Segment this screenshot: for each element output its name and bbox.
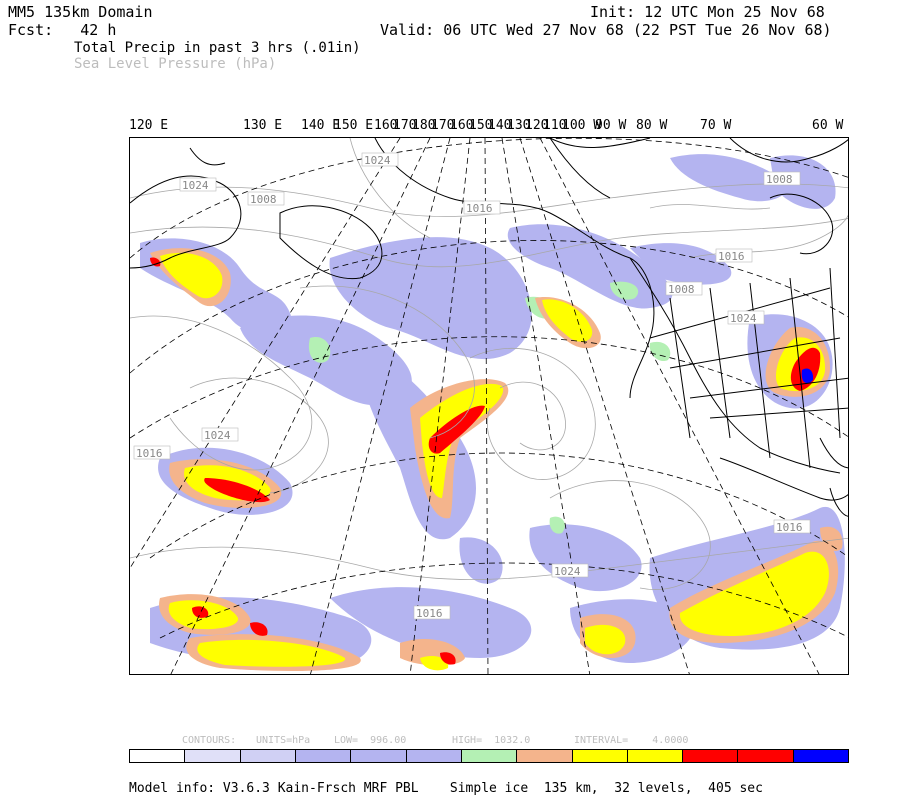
colorbar-swatch [295, 750, 352, 762]
isobar-label: 1016 [466, 202, 493, 215]
contours-high: HIGH= 1032.0 [452, 735, 531, 746]
longitude-label: 100 W [562, 118, 602, 133]
model-info: Model info: V3.6.3 Kain-Frsch MRF PBL Si… [129, 781, 763, 796]
contours-low: LOW= 996.00 [334, 735, 407, 746]
colorbar-swatch [683, 750, 739, 762]
precip-blue [801, 368, 814, 384]
longitude-label: 120 [525, 118, 549, 133]
isobar-label: 1008 [250, 193, 277, 206]
contours-label: CONTOURS: [182, 735, 237, 746]
longitude-label: 170 [393, 118, 417, 133]
forecast-hour: Fcst: 42 h [8, 21, 117, 39]
latlon-grid [130, 138, 848, 674]
longitude-label: 120 E [129, 118, 169, 133]
contours-interval: INTERVAL= 4.0000 [574, 735, 689, 746]
longitude-label: 150 E [334, 118, 374, 133]
contours-units: UNITS=hPa [256, 735, 311, 746]
colorbar-swatch [793, 750, 849, 762]
precip-colorbar [129, 749, 849, 763]
longitude-label: 90 W [595, 118, 627, 133]
longitude-label: 170 [431, 118, 455, 133]
isobar-label: 1016 [776, 521, 803, 534]
isobar-label: 1024 [364, 154, 391, 167]
longitude-label: 140 E [301, 118, 341, 133]
field-precip: Total Precip in past 3 hrs (.01in) [74, 40, 361, 56]
isobar-label: 1024 [730, 312, 757, 325]
colorbar-swatch [351, 750, 407, 762]
longitude-label: 160 [450, 118, 474, 133]
longitude-label: 140 [488, 118, 512, 133]
longitude-label: 70 W [700, 118, 732, 133]
longitude-label: 130 E [243, 118, 283, 133]
colorbar-swatch [461, 750, 518, 762]
colorbar-swatch [517, 750, 573, 762]
map-svg: 1024 1024 1008 1016 1008 1016 1008 1024 … [130, 138, 848, 674]
longitude-label: 80 W [636, 118, 668, 133]
colorbar-swatch [627, 750, 684, 762]
weather-map: 1024 1024 1008 1016 1008 1016 1008 1024 … [129, 137, 849, 675]
longitude-label: 150 [469, 118, 493, 133]
longitude-label: 130 [507, 118, 531, 133]
isobar-label: 1008 [668, 283, 695, 296]
isobar-label: 1024 [182, 179, 209, 192]
isobar-label: 1008 [766, 173, 793, 186]
longitude-label: 110 [543, 118, 567, 133]
colorbar-swatch [406, 750, 462, 762]
colorbar-swatch [185, 750, 241, 762]
colorbar-swatch [130, 750, 186, 762]
isobar-label: 1016 [416, 607, 443, 620]
precip-red [150, 257, 821, 665]
isobar-label: 1024 [554, 565, 581, 578]
isobar-label: 1016 [136, 447, 163, 460]
field-slp: Sea Level Pressure (hPa) [74, 56, 277, 72]
colorbar-swatch [738, 750, 794, 762]
valid-time: Valid: 06 UTC Wed 27 Nov 68 (22 PST Tue … [380, 21, 832, 39]
longitude-label: 60 W [812, 118, 844, 133]
init-time: Init: 12 UTC Mon 25 Nov 68 [590, 3, 825, 21]
longitude-label: 160 [374, 118, 398, 133]
isobar-label: 1024 [204, 429, 231, 442]
longitude-label: 180 [412, 118, 436, 133]
domain-title: MM5 135km Domain [8, 3, 153, 21]
colorbar-swatch [572, 750, 628, 762]
isobar-label: 1016 [718, 250, 745, 263]
colorbar-swatch [240, 750, 296, 762]
coastlines [130, 138, 848, 517]
isobar-labels: 1024 1024 1008 1016 1008 1016 1008 1024 … [133, 152, 811, 620]
